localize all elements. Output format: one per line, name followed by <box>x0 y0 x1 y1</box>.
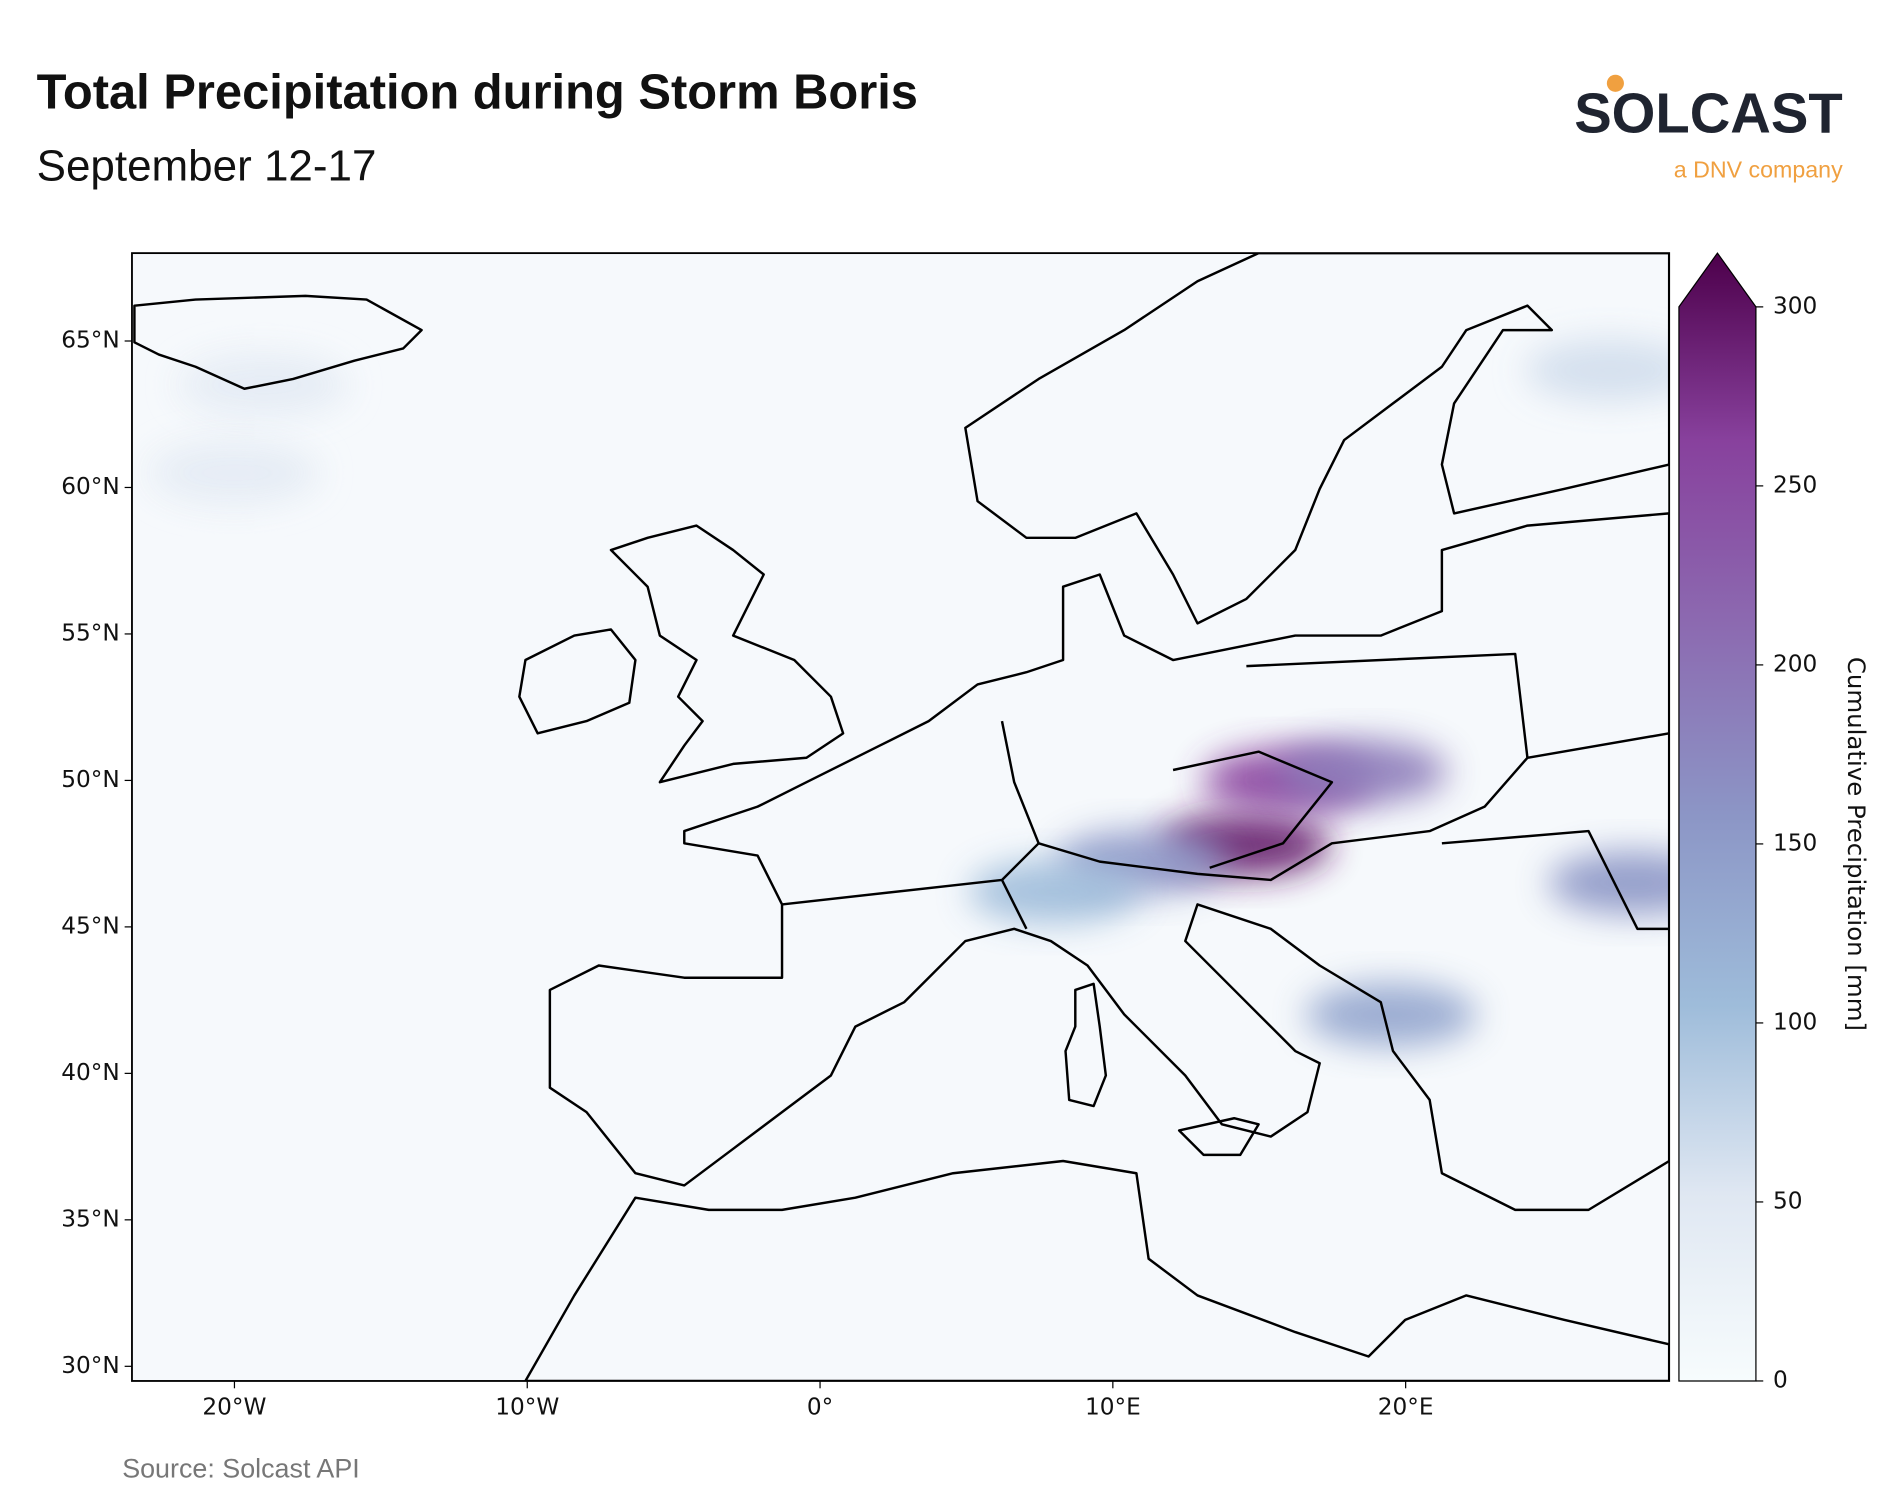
europe-borders <box>781 652 1670 931</box>
y-tick-label: 55°N <box>61 619 119 646</box>
corsica-sardinia <box>1064 982 1108 1108</box>
y-tick-label: 50°N <box>61 766 119 793</box>
iceland <box>133 294 423 390</box>
subtitle: September 12-17 <box>37 141 377 190</box>
title: Total Precipitation during Storm Boris <box>37 65 918 119</box>
precipitation-cell <box>1525 338 1670 403</box>
colorbar-tick-label: 150 <box>1773 829 1817 856</box>
x-tick-label: 10°E <box>1085 1393 1141 1420</box>
y-tick-label: 45°N <box>61 912 119 939</box>
colorbar-tick-label: 50 <box>1773 1187 1803 1214</box>
colorbar-tick-label: 250 <box>1773 471 1817 498</box>
sicily <box>1177 1117 1260 1157</box>
precipitation-cell <box>968 859 1140 924</box>
africa <box>524 1159 1670 1381</box>
x-tick-label: 20°W <box>202 1393 266 1420</box>
y-tick-label: 40°N <box>61 1059 119 1086</box>
y-tick-label: 30°N <box>61 1352 119 1379</box>
colorbar-tick-label: 100 <box>1773 1008 1817 1035</box>
precipitation-cell <box>1276 739 1448 804</box>
precipitation-cell <box>1548 851 1670 915</box>
logo-sun <box>1606 74 1624 92</box>
ireland <box>518 628 637 735</box>
colorbar-label: Cumulative Precipitation [mm] <box>1842 657 1871 1031</box>
y-tick-label: 35°N <box>61 1205 119 1232</box>
logo-tagline: a DNV company <box>1674 156 1843 182</box>
logo: SOLCAST <box>1574 81 1842 144</box>
map-frame <box>131 252 1671 1382</box>
colorbar-tick-label: 0 <box>1773 1366 1788 1393</box>
colorbar <box>1678 252 1757 1382</box>
map-background <box>131 253 1670 1381</box>
great-britain <box>609 524 845 784</box>
y-tick-label: 60°N <box>61 473 119 500</box>
map-axes: 20°W 10°W 0° 10°E 20°E 30°N 35°N 40°N 45°N 50°N 55… <box>61 327 1433 1421</box>
x-tick-label: 0° <box>807 1393 833 1420</box>
continental-europe <box>548 512 1670 1212</box>
colorbar-tick-label: 300 <box>1773 292 1817 319</box>
precipitation-cell <box>148 441 320 505</box>
source: Source: Solcast API <box>122 1453 360 1483</box>
x-tick-label: 20°E <box>1378 1393 1434 1420</box>
x-tick-label: 10°W <box>495 1393 559 1420</box>
y-tick-label: 65°N <box>61 327 119 354</box>
colorbar-tick-label: 200 <box>1773 650 1817 677</box>
scandinavia <box>964 253 1670 625</box>
precipitation-cell <box>1305 983 1477 1047</box>
coastlines <box>133 253 1670 1381</box>
